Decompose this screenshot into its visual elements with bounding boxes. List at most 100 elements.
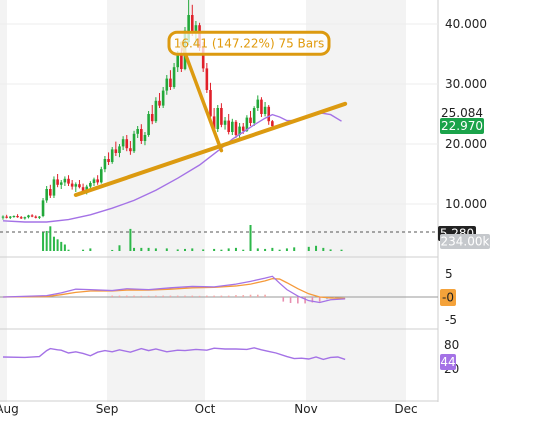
volume-bar <box>56 239 59 251</box>
macd-histogram-bar <box>264 294 266 297</box>
candle-body <box>70 183 74 187</box>
volume-bar <box>118 245 121 251</box>
candle-body <box>238 126 241 135</box>
candle-body <box>169 78 172 87</box>
volume-bar <box>184 248 186 251</box>
candle-body <box>85 186 89 191</box>
candle-body <box>74 184 78 187</box>
volume-bar <box>271 247 274 251</box>
candle-body <box>165 78 169 91</box>
candle-body <box>99 169 103 183</box>
axes: 40.000 30.000 20.000 10.000 Aug Sep Oct Nov Dec 5… <box>0 17 487 416</box>
volume-bar <box>45 230 48 251</box>
candle-body <box>30 215 34 217</box>
candle-body <box>27 215 30 218</box>
candle-body <box>114 149 118 153</box>
candle-body <box>190 15 194 33</box>
macd-histogram-bar <box>111 295 113 297</box>
volume-bar <box>60 241 63 251</box>
macd-value-badge-bg <box>440 289 456 306</box>
macd-line <box>2 275 346 304</box>
rsi-value-badge: 44 <box>440 355 455 369</box>
rsi-tick-label: 80 <box>444 338 459 352</box>
last-price-badge-bg <box>440 118 484 134</box>
macd-signal-line <box>2 277 346 300</box>
volume-bar <box>49 226 52 251</box>
macd-histogram-bar <box>311 297 314 303</box>
measure-tool[interactable]: 16.41 (147.22%) 75 Bars <box>167 30 331 153</box>
candle-body <box>132 133 136 152</box>
candle-body <box>271 121 274 127</box>
candle-body <box>103 159 107 170</box>
candle-body <box>110 149 114 162</box>
measure-line[interactable] <box>179 41 224 153</box>
measure-label: 16.41 (147.22%) 75 Bars <box>174 37 325 51</box>
candle-body <box>223 120 227 125</box>
price-tick-label: 40.000 <box>445 17 487 31</box>
macd-histogram-bar <box>257 294 259 297</box>
volume-bar <box>234 247 237 251</box>
macd-histogram-bar <box>162 295 164 297</box>
candle-body <box>12 216 16 217</box>
candle-body <box>220 108 223 125</box>
rsi-value-badge-bg <box>440 354 456 370</box>
volume-bar <box>249 225 252 251</box>
volume-bar <box>89 248 92 251</box>
price-tick-label: 30.000 <box>445 77 487 91</box>
volume-bar <box>154 248 157 251</box>
candle-body <box>121 139 125 147</box>
candle-body <box>201 48 205 69</box>
date-tick-label: Aug <box>0 402 19 416</box>
date-tick-label: Oct <box>195 402 216 416</box>
macd-histogram-bar <box>249 294 252 297</box>
candle-body <box>96 179 99 183</box>
volume-bar <box>315 245 318 251</box>
candle-body <box>143 135 147 141</box>
candle-body <box>118 146 121 153</box>
macd-histogram-bar <box>213 295 215 297</box>
candle-body <box>92 179 96 183</box>
candle-body <box>209 90 212 117</box>
rsi-line <box>2 347 346 361</box>
month-band <box>306 0 406 402</box>
volume-bar <box>242 249 245 251</box>
candle-body <box>38 216 41 218</box>
candle-body <box>16 216 19 218</box>
candle-body <box>154 100 158 122</box>
volume-bar <box>340 249 343 251</box>
candle-body <box>216 108 220 129</box>
candle-body <box>180 54 183 69</box>
candle-body <box>8 216 12 218</box>
trend-line-stroke[interactable] <box>73 101 348 197</box>
macd-tick-label: 5 <box>445 267 453 281</box>
candle-body <box>260 99 263 114</box>
candle-body <box>212 116 216 129</box>
candle-body <box>241 126 245 131</box>
macd-histogram-bar <box>140 295 143 297</box>
candle-body <box>63 178 67 183</box>
candle-body <box>45 189 48 201</box>
candle-body <box>52 179 56 196</box>
candle-body <box>227 120 230 132</box>
candle-body <box>205 68 209 90</box>
volume-value-badge: 234.00k <box>441 235 490 249</box>
candle-body <box>256 99 260 108</box>
volume-bar <box>307 246 310 251</box>
candle-body <box>150 114 154 122</box>
trend-line[interactable] <box>73 101 348 197</box>
volume-bar <box>63 244 66 251</box>
volume-bar <box>285 248 288 251</box>
candle-body <box>107 159 110 162</box>
macd-histogram-bar <box>125 295 128 297</box>
candle-body <box>78 184 81 188</box>
macd-histogram-bar <box>169 295 172 297</box>
macd-histogram-bar <box>304 297 306 304</box>
volume-bar <box>202 249 205 251</box>
candle-body <box>5 216 8 218</box>
candle-body <box>147 114 150 135</box>
candle-body <box>234 121 238 135</box>
measure-label-box[interactable] <box>167 30 331 56</box>
macd-histogram-bar <box>235 295 237 297</box>
